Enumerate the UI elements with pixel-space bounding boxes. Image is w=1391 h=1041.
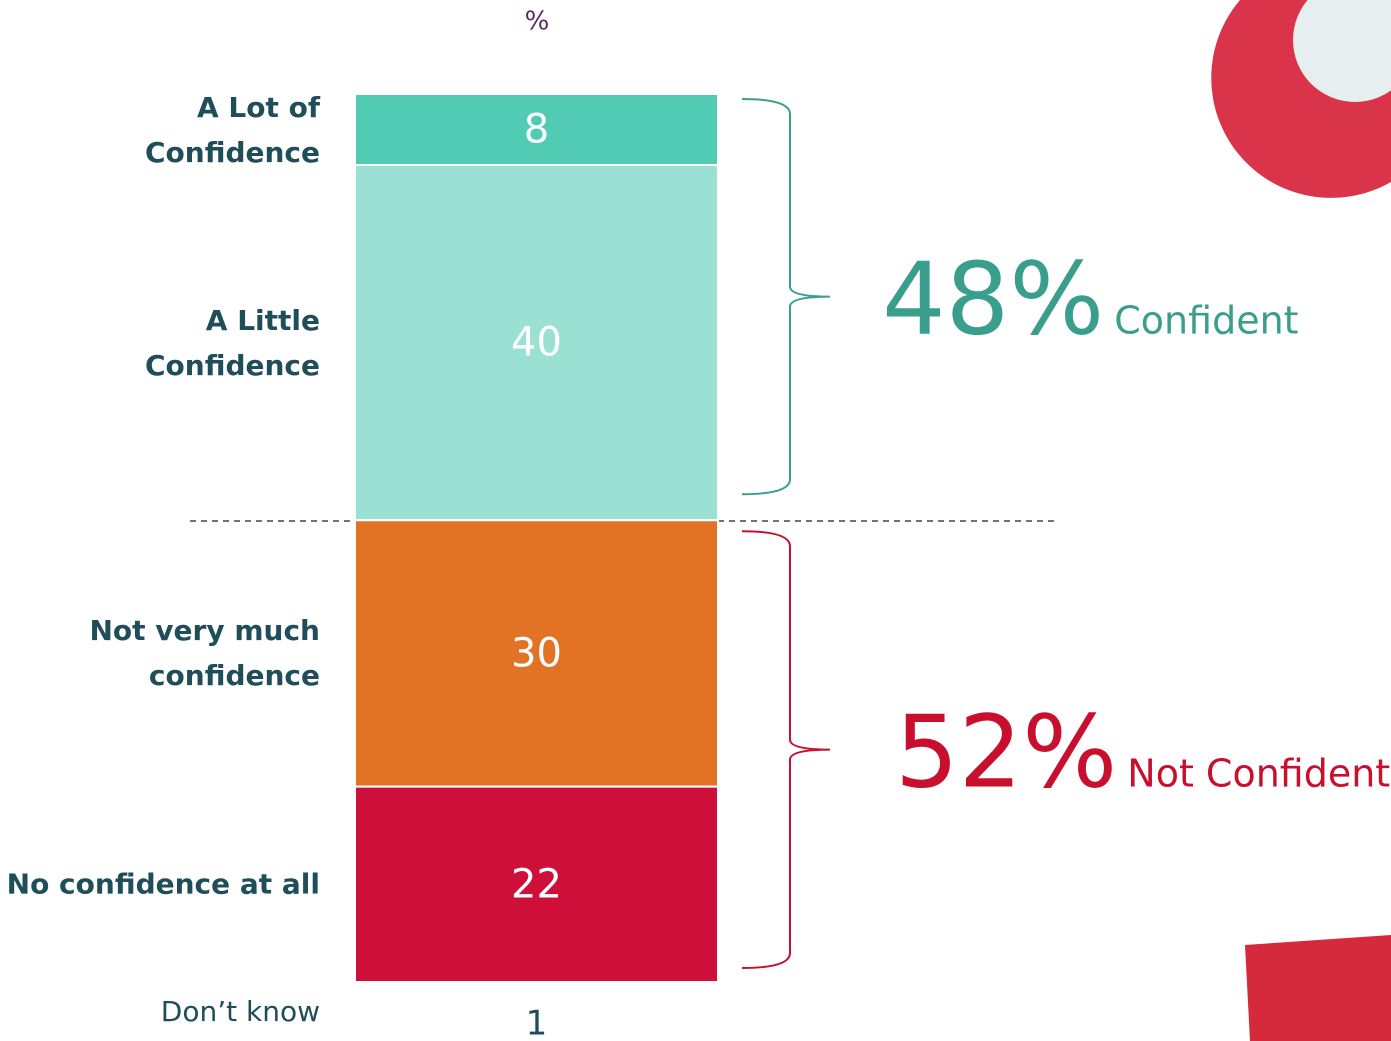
category-label: Not very much confidence [89,614,321,693]
dont-know-value: 1 [526,1004,548,1041]
category-label: No confidence at all [6,867,320,901]
value-label: 8 [524,107,549,153]
group-name: Not Confident [1127,752,1390,796]
category-label: A Little Confidence [144,303,320,382]
bracket [741,98,831,496]
group-value: 48% [882,241,1104,358]
value-label: 22 [511,861,562,907]
unit-label: % [525,7,550,37]
bar-segment [354,93,719,167]
decor-banner [1245,935,1391,1041]
bracket [741,530,831,969]
value-label: 40 [511,320,562,366]
group-label: 48% Confident [882,241,1299,358]
decor-inner [1293,0,1391,102]
group-value: 52% [895,694,1117,811]
bar-segment [354,519,719,788]
bar-segment [354,164,719,522]
group-label: 52% Not Confident [895,694,1390,811]
group-name: Confident [1114,299,1298,343]
dont-know-label: Don’t know [160,995,320,1028]
bar-segment [354,785,719,984]
category-label: A Lot of Confidence [144,90,320,169]
value-label: 30 [511,630,562,676]
